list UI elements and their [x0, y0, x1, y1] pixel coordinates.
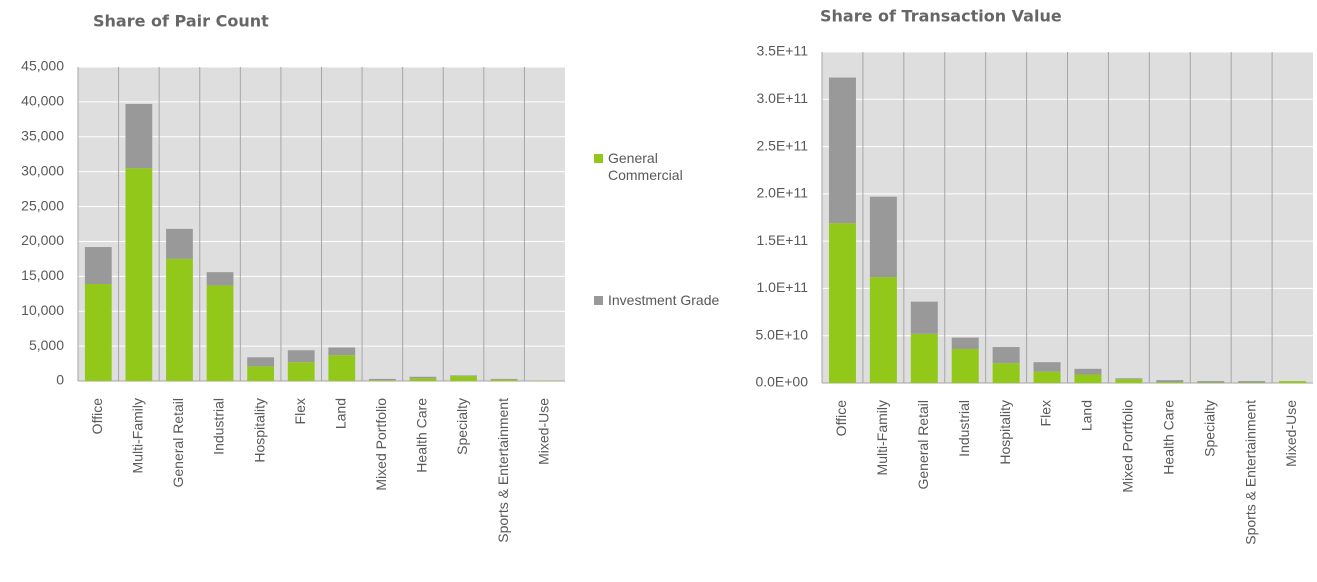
bar-segment	[409, 376, 437, 379]
x-tick-label: Health Care	[414, 398, 430, 473]
bar-segment	[368, 380, 396, 381]
legend-label: Investment Grade	[608, 292, 720, 308]
bar-segment	[869, 196, 897, 278]
bar-segment	[1074, 368, 1102, 375]
bar-segment	[368, 378, 396, 381]
legend-label: General Commercial	[608, 150, 683, 183]
bar-segment	[328, 355, 356, 381]
x-tick-label: Hospitality	[251, 398, 267, 463]
y-tick-label: 3.0E+11	[756, 90, 808, 106]
bar-segment	[992, 347, 1020, 364]
bar-segment	[287, 350, 315, 363]
bar-segment	[450, 375, 477, 377]
x-tick-label: Mixed Portfolio	[1120, 400, 1136, 493]
bar-segment	[910, 333, 938, 383]
y-tick-label: 30,000	[21, 162, 64, 178]
x-tick-label: Mixed-Use	[535, 398, 551, 465]
bar-segment	[84, 284, 112, 381]
x-tick-label: Land	[1079, 400, 1095, 431]
y-tick-label: 3.5E+11	[756, 43, 808, 59]
x-tick-label: Office	[833, 400, 849, 437]
bar-segment	[1115, 379, 1143, 383]
x-tick-label: Sports & Entertainment	[1242, 400, 1258, 545]
bar-segment	[1156, 380, 1184, 383]
legend-swatch	[594, 296, 603, 305]
x-tick-label: Industrial	[211, 398, 227, 455]
bar-segment	[490, 379, 518, 381]
x-tick-label: Land	[332, 398, 348, 429]
bar-segment	[1279, 381, 1307, 383]
x-tick-label: Sports & Entertainment	[495, 398, 511, 543]
bar-segment	[1197, 381, 1225, 383]
bar-segment	[125, 168, 153, 381]
bar-segment	[287, 362, 315, 381]
bar-segment	[490, 378, 518, 380]
y-tick-label: 20,000	[21, 232, 64, 248]
x-tick-label: Multi-Family	[874, 400, 890, 475]
x-tick-label: Flex	[1038, 400, 1054, 426]
y-tick-label: 25,000	[21, 197, 64, 213]
bar-segment	[1074, 374, 1102, 383]
x-tick-label: Industrial	[956, 400, 972, 457]
bar-segment	[951, 337, 979, 349]
y-tick-label: 2.5E+11	[756, 137, 808, 153]
bar-segment	[125, 103, 153, 169]
chart-title: Share of Transaction Value	[820, 7, 1062, 26]
y-tick-label: 5.0E+10	[755, 326, 808, 342]
x-tick-label: Mixed Portfolio	[373, 398, 389, 491]
y-tick-label: 5,000	[29, 337, 64, 353]
y-tick-label: 0	[56, 372, 64, 388]
x-tick-label: Hospitality	[997, 400, 1013, 465]
y-tick-label: 40,000	[21, 93, 64, 109]
bar-segment	[328, 347, 356, 356]
legend-swatch	[594, 154, 603, 163]
y-tick-label: 10,000	[21, 302, 64, 318]
y-tick-label: 15,000	[21, 267, 64, 283]
bar-segment	[910, 301, 938, 334]
y-tick-label: 35,000	[21, 127, 64, 143]
y-tick-label: 1.0E+11	[756, 279, 808, 295]
bar-segment	[166, 228, 193, 259]
x-tick-label: Flex	[292, 398, 308, 424]
y-tick-label: 45,000	[21, 58, 64, 74]
bar-segment	[247, 357, 275, 367]
bar-segment	[828, 77, 856, 224]
bar-segment	[247, 366, 275, 381]
bar-segment	[951, 348, 979, 383]
x-tick-label: General Retail	[915, 400, 931, 490]
bar-segment	[1156, 382, 1184, 383]
y-tick-label: 1.5E+11	[756, 232, 808, 248]
bar-segment	[450, 376, 477, 381]
y-tick-label: 0.0E+00	[755, 374, 808, 390]
bar-segment	[206, 285, 234, 381]
bar-segment	[409, 378, 437, 381]
x-tick-label: Health Care	[1160, 400, 1176, 475]
bar-segment	[84, 247, 112, 285]
x-tick-label: Multi-Family	[130, 398, 146, 473]
bar-segment	[206, 272, 234, 286]
x-tick-label: General Retail	[170, 398, 186, 488]
legend-entry: Investment Grade	[594, 292, 728, 309]
bar-segment	[1238, 381, 1266, 383]
x-tick-label: Specialty	[454, 398, 470, 455]
bar-segment	[1033, 362, 1061, 372]
bar-segment	[166, 258, 193, 381]
y-tick-label: 2.0E+11	[756, 185, 808, 201]
chart-title: Share of Pair Count	[93, 12, 269, 31]
x-tick-label: Specialty	[1201, 400, 1217, 457]
x-tick-label: Mixed-Use	[1283, 400, 1299, 467]
legend-entry: General Commercial	[594, 150, 728, 184]
bar-segment	[992, 363, 1020, 383]
bar-segment	[869, 277, 897, 383]
bar-segment	[828, 223, 856, 383]
bar-segment	[1033, 371, 1061, 383]
bar-segment	[1115, 378, 1143, 380]
x-tick-label: Office	[89, 398, 105, 435]
